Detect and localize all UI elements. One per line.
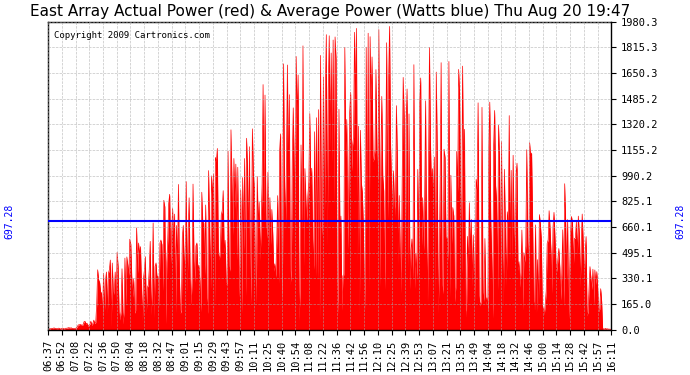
- Text: 697.28: 697.28: [4, 204, 14, 239]
- Title: East Array Actual Power (red) & Average Power (Watts blue) Thu Aug 20 19:47: East Array Actual Power (red) & Average …: [30, 4, 630, 19]
- Text: Copyright 2009 Cartronics.com: Copyright 2009 Cartronics.com: [54, 31, 210, 40]
- Text: 697.28: 697.28: [676, 204, 686, 239]
